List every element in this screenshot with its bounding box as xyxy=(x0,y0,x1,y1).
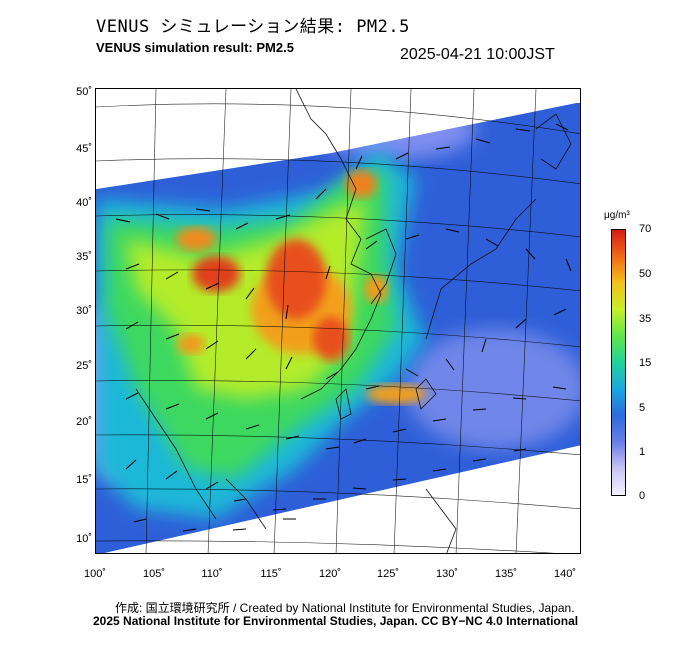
coastlines xyxy=(135,89,572,553)
map-title-english: VENUS simulation result: PM2.5 xyxy=(96,40,294,55)
lon-label: 130˚ xyxy=(435,568,459,580)
lat-label: 20˚ xyxy=(76,416,92,428)
lon-label: 115˚ xyxy=(260,568,282,580)
lon-label: 135˚ xyxy=(494,568,518,580)
map-title-japanese: VENUS シミュレーション結果: PM2.5 xyxy=(96,17,410,37)
forecast-timestamp: 2025-04-21 10:00JST xyxy=(400,46,555,63)
pm25-concentration-field xyxy=(96,89,580,553)
lat-label: 50˚ xyxy=(76,86,92,98)
colorbar-label: 5 xyxy=(639,402,646,414)
graticule xyxy=(96,89,580,553)
lat-label: 30˚ xyxy=(76,305,92,317)
copyright-line: 2025 National Institute for Environmenta… xyxy=(93,614,579,628)
credit-line: 作成: 国立環境研究所 / Created by National Instit… xyxy=(115,601,575,615)
colorbar-unit: μg/m³ xyxy=(604,210,630,221)
colorbar xyxy=(611,229,626,496)
pm25-map xyxy=(95,88,581,554)
lat-label: 35˚ xyxy=(76,251,92,263)
lon-label: 140˚ xyxy=(553,568,577,580)
colorbar-label: 50 xyxy=(639,268,652,280)
lon-label: 125˚ xyxy=(376,568,400,580)
colorbar-label: 0 xyxy=(639,490,646,502)
lat-label: 15˚ xyxy=(76,474,92,486)
colorbar-label: 70 xyxy=(639,223,652,235)
lat-label: 45˚ xyxy=(76,143,92,155)
wind-vectors xyxy=(115,123,572,532)
colorbar-label: 1 xyxy=(639,446,646,458)
lon-label: 100˚ xyxy=(83,568,107,580)
lat-label: 25˚ xyxy=(76,360,92,372)
colorbar-label: 15 xyxy=(639,357,652,369)
lon-label: 105˚ xyxy=(142,568,166,580)
colorbar-label: 35 xyxy=(639,313,652,325)
lat-label: 40˚ xyxy=(76,197,92,209)
lon-label: 120˚ xyxy=(318,568,342,580)
lat-label: 10˚ xyxy=(76,533,92,545)
lon-label: 110˚ xyxy=(201,568,223,580)
